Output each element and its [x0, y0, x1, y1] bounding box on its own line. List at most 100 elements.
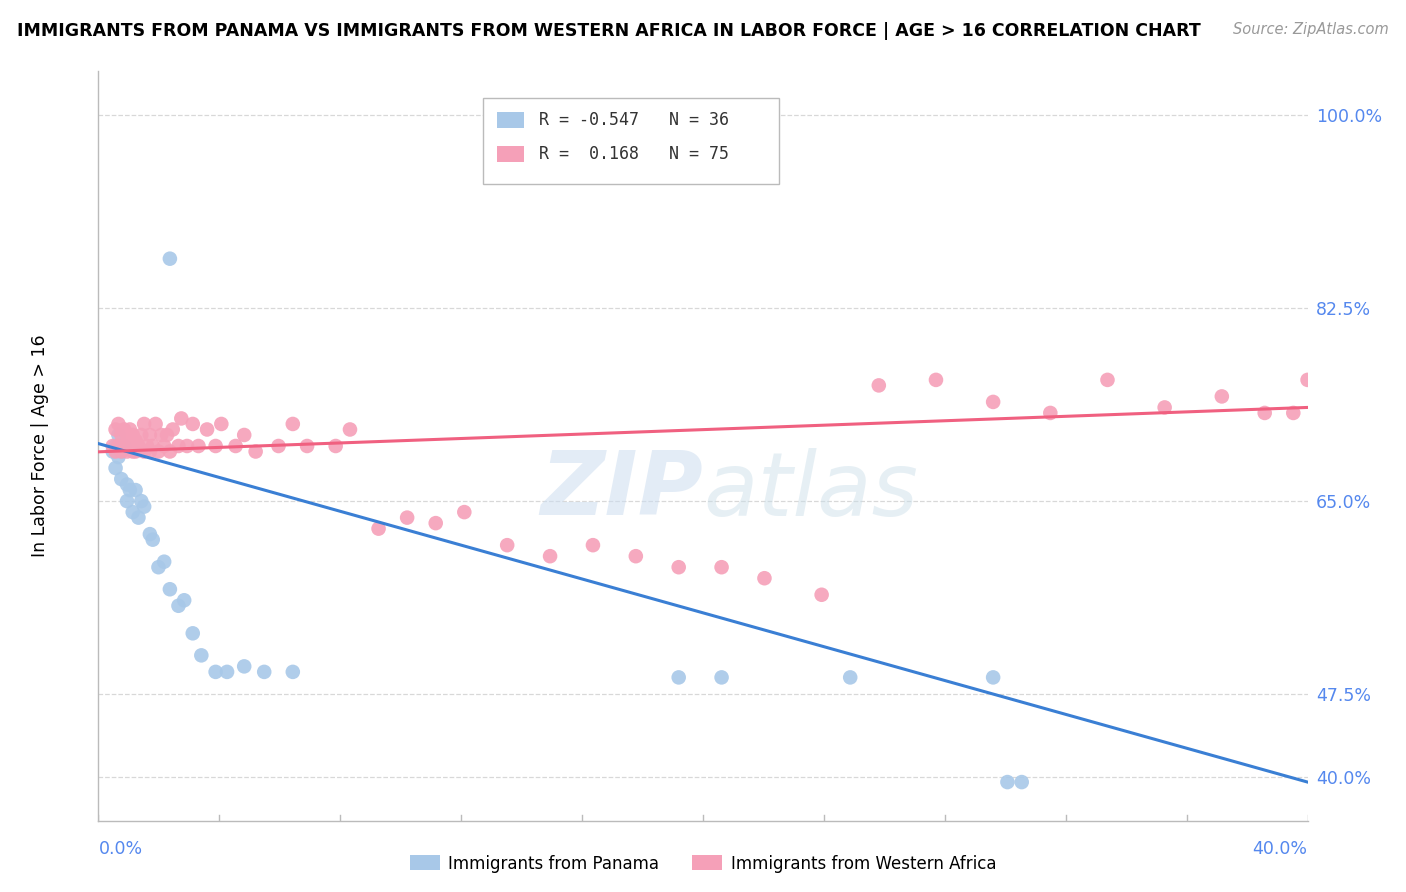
Point: [204, 439, 226, 453]
Point: [997, 775, 1019, 789]
Point: [195, 422, 218, 436]
Point: [710, 670, 733, 684]
Point: [582, 538, 605, 552]
Point: [209, 417, 232, 431]
Point: [281, 665, 304, 679]
Point: [101, 444, 124, 458]
Point: [176, 439, 198, 453]
Point: [233, 659, 256, 673]
Point: [925, 373, 948, 387]
Point: [112, 439, 135, 453]
Point: [181, 417, 204, 431]
Text: ZIP: ZIP: [540, 448, 703, 534]
Text: R =  0.168   N = 75: R = 0.168 N = 75: [538, 145, 728, 162]
Point: [496, 538, 519, 552]
Point: [110, 472, 132, 486]
Point: [1011, 775, 1033, 789]
Point: [124, 483, 146, 497]
Text: 40.0%: 40.0%: [1253, 840, 1308, 858]
Point: [110, 428, 132, 442]
Point: [167, 599, 190, 613]
Point: [153, 555, 176, 569]
Point: [868, 378, 890, 392]
Point: [124, 444, 146, 458]
Point: [233, 428, 256, 442]
Point: [204, 665, 226, 679]
Point: [159, 582, 181, 597]
Point: [139, 444, 162, 458]
Point: [981, 670, 1004, 684]
Point: [153, 439, 176, 453]
Text: atlas: atlas: [703, 448, 918, 534]
Point: [170, 411, 193, 425]
Point: [425, 516, 447, 530]
Point: [810, 588, 832, 602]
Point: [156, 428, 179, 442]
Point: [367, 522, 389, 536]
Point: [1254, 406, 1277, 420]
Legend: Immigrants from Panama, Immigrants from Western Africa: Immigrants from Panama, Immigrants from …: [404, 848, 1002, 880]
Point: [104, 461, 127, 475]
Point: [1039, 406, 1062, 420]
Point: [1211, 389, 1233, 403]
Point: [325, 439, 347, 453]
Point: [118, 422, 141, 436]
Point: [1324, 401, 1347, 415]
Point: [115, 428, 138, 442]
Point: [127, 439, 149, 453]
Point: [145, 417, 167, 431]
Point: [1282, 406, 1305, 420]
Point: [1153, 401, 1175, 415]
Text: R = -0.547   N = 36: R = -0.547 N = 36: [538, 112, 728, 129]
Point: [295, 439, 318, 453]
Point: [142, 533, 165, 547]
Point: [1368, 406, 1391, 420]
Point: [136, 439, 159, 453]
Point: [115, 444, 138, 458]
Point: [1310, 406, 1333, 420]
Text: IMMIGRANTS FROM PANAMA VS IMMIGRANTS FROM WESTERN AFRICA IN LABOR FORCE | AGE > : IMMIGRANTS FROM PANAMA VS IMMIGRANTS FRO…: [17, 22, 1201, 40]
Point: [215, 665, 238, 679]
Point: [107, 428, 129, 442]
Point: [148, 444, 170, 458]
Point: [118, 439, 141, 453]
Point: [139, 428, 162, 442]
Point: [101, 439, 124, 453]
Point: [112, 422, 135, 436]
Point: [121, 444, 143, 458]
Point: [538, 549, 561, 564]
Point: [1354, 417, 1376, 431]
Point: [981, 395, 1004, 409]
Point: [839, 670, 862, 684]
Point: [115, 477, 138, 491]
Point: [148, 560, 170, 574]
Point: [121, 428, 143, 442]
Point: [668, 670, 690, 684]
Point: [253, 665, 276, 679]
Point: [453, 505, 475, 519]
Point: [1296, 373, 1319, 387]
Point: [104, 422, 127, 436]
Point: [167, 439, 190, 453]
Point: [668, 560, 690, 574]
Point: [754, 571, 776, 585]
Point: [187, 439, 209, 453]
Point: [710, 560, 733, 574]
Point: [159, 444, 181, 458]
Point: [112, 439, 135, 453]
Point: [110, 444, 132, 458]
Point: [118, 483, 141, 497]
Point: [624, 549, 647, 564]
Point: [127, 510, 149, 524]
Text: In Labor Force | Age > 16: In Labor Force | Age > 16: [31, 334, 49, 558]
Point: [134, 500, 156, 514]
Point: [181, 626, 204, 640]
Point: [267, 439, 290, 453]
Point: [121, 505, 143, 519]
Point: [107, 450, 129, 464]
Point: [190, 648, 212, 663]
Point: [173, 593, 195, 607]
Point: [104, 444, 127, 458]
Point: [104, 439, 127, 453]
Text: 0.0%: 0.0%: [98, 840, 142, 858]
